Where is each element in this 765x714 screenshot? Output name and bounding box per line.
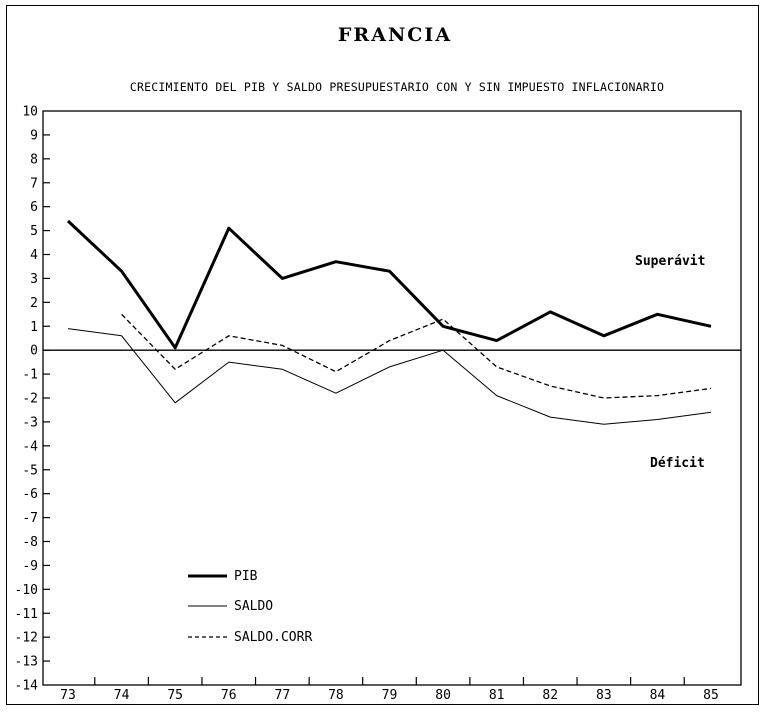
y-tick-label: 4	[30, 248, 38, 263]
x-tick-label: 73	[60, 688, 76, 703]
y-tick-label: 8	[30, 152, 38, 167]
y-tick-label: -7	[22, 511, 38, 526]
plot-area	[42, 110, 742, 686]
series-line-pib	[66, 219, 712, 350]
legend-label-saldo: SALDO	[234, 599, 273, 614]
series-line-saldo	[67, 328, 712, 425]
y-tick-label: 7	[30, 176, 38, 191]
y-tick-label: -12	[15, 631, 38, 646]
y-tick-label: -10	[15, 583, 38, 598]
y-tick-label: -6	[22, 487, 38, 502]
x-tick-label: 78	[328, 688, 344, 703]
legend: PIB SALDO SALDO.CORR	[188, 569, 312, 645]
y-tick-label: 3	[30, 272, 38, 287]
series-group	[66, 219, 712, 425]
y-tick-label: -9	[22, 559, 38, 574]
y-tick-label: 6	[30, 200, 38, 215]
y-tick-label: -13	[15, 655, 38, 670]
x-axis: 73 74 75 76 77 78 79 80 81 82 83 84 85	[60, 677, 719, 703]
y-tick-label: 1	[30, 320, 38, 335]
x-tick-label: 77	[275, 688, 291, 703]
x-tick-label: 79	[382, 688, 398, 703]
y-tick-label: -8	[22, 535, 38, 550]
y-tick-label: -14	[15, 679, 39, 694]
y-tick-label: -2	[22, 392, 38, 407]
y-tick-label: 5	[30, 224, 38, 239]
x-tick-label: 74	[114, 688, 130, 703]
chart-title: FRANCIA	[338, 24, 452, 46]
x-tick-label: 80	[435, 688, 451, 703]
series-line-saldo-corr	[121, 313, 712, 399]
y-tick-label: -4	[22, 439, 38, 454]
x-tick-label: 84	[650, 688, 666, 703]
y-tick-label: 0	[30, 344, 38, 359]
y-tick-label: -1	[22, 368, 38, 383]
y-tick-label: -3	[22, 415, 38, 430]
chart-frame	[6, 5, 759, 705]
deficit-annotation: Déficit	[650, 456, 705, 471]
x-tick-label: 75	[167, 688, 183, 703]
x-tick-label: 82	[542, 688, 558, 703]
y-tick-label: 9	[30, 128, 38, 143]
x-tick-label: 85	[703, 688, 719, 703]
x-tick-label: 83	[596, 688, 612, 703]
surplus-annotation: Superávit	[635, 254, 705, 269]
legend-label-pib: PIB	[234, 569, 258, 584]
y-tick-label: -5	[22, 463, 38, 478]
x-tick-label: 76	[221, 688, 237, 703]
x-tick-label: 81	[489, 688, 505, 703]
y-tick-label: 2	[30, 296, 38, 311]
y-tick-label: -11	[15, 607, 38, 622]
legend-label-saldo-corr: SALDO.CORR	[234, 630, 312, 645]
y-tick-label: 10	[22, 105, 38, 120]
chart-subtitle: CRECIMIENTO DEL PIB Y SALDO PRESUPUESTAR…	[130, 80, 664, 94]
y-axis: 109876543210-1-2-3-4-5-6-7-8-9-10-11-12-…	[15, 105, 50, 694]
